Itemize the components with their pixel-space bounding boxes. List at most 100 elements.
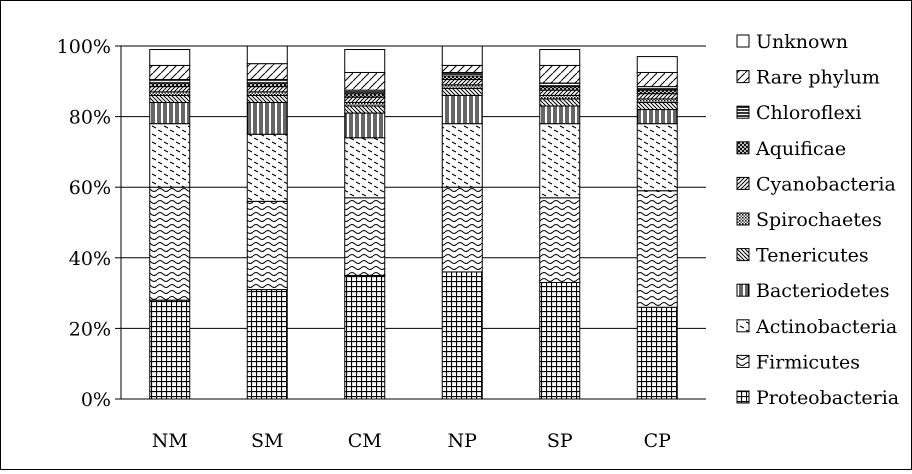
bar-segment-cm-spirochaetes: [344, 101, 386, 107]
bar-segment-cm-proteobacteria: [344, 274, 386, 400]
gridlines: [121, 45, 706, 329]
bar-segment-cm-cyanobacteria: [344, 96, 386, 103]
bar-segment-cm-firmicutes: [344, 197, 386, 276]
bar-segment-sm-cyanobacteria: [246, 86, 288, 93]
bar-segment-cp-unknown: [636, 56, 678, 73]
legend-label: Cyanobacteria: [756, 173, 896, 195]
legend-swatch: [736, 283, 750, 297]
legend-swatch: [736, 105, 750, 119]
legend: Unknown Rare phylum Chloroflexi Aquificae Cy…: [736, 31, 899, 409]
bar-segment-nm-chloroflexi: [149, 79, 191, 84]
legend-swatch: [736, 141, 750, 155]
bar-segment-sp-aquificae: [539, 86, 581, 91]
bar-segment-cp-bacteriodetes: [636, 109, 678, 125]
legend-label: Proteobacteria: [756, 387, 899, 409]
bar-segment-sp-proteobacteria: [539, 282, 581, 400]
legend-swatch: [736, 212, 750, 226]
legend-label: Bacteriodetes: [756, 280, 889, 302]
bar-segment-cp-firmicutes: [636, 190, 678, 308]
bar-segment-nm-aquificae: [149, 82, 191, 88]
x-tick-label: NP: [448, 430, 478, 452]
legend-swatch: [736, 248, 750, 262]
bar-segment-sm-proteobacteria: [246, 289, 288, 400]
y-tick-label: 80%: [69, 107, 111, 129]
legend-label: Tenericutes: [756, 245, 869, 267]
bar-segment-np-proteobacteria: [441, 271, 483, 400]
bar-segment-nm-actinobacteria: [149, 123, 191, 188]
legend-label: Chloroflexi: [756, 102, 862, 124]
bar-segment-nm-tenericutes: [149, 94, 191, 103]
bar-segment-sm-firmicutes: [246, 200, 288, 291]
bar-segment-cm-bacteriodetes: [344, 112, 386, 139]
bar-segment-sm-unknown: [246, 45, 288, 65]
bar-segment-np-cyanobacteria: [441, 79, 483, 86]
bar-segment-cp-tenericutes: [636, 101, 678, 111]
bar-segment-cm-actinobacteria: [344, 137, 386, 199]
bar-segment-np-unknown: [441, 45, 483, 66]
bar-segment-np-actinobacteria: [441, 123, 483, 188]
bar-segment-nm-spirochaetes: [149, 91, 191, 96]
bar-segment-sp-spirochaetes: [539, 94, 581, 100]
y-tick-label: 40%: [69, 248, 111, 270]
x-tick-label: CP: [644, 430, 672, 452]
x-tick-label: SM: [251, 430, 283, 452]
bar-segment-cp-proteobacteria: [636, 306, 678, 400]
y-tick-label: 100%: [57, 36, 111, 58]
legend-label: Unknown: [756, 31, 848, 53]
bar-segment-sp-tenericutes: [539, 98, 581, 107]
bars: [149, 45, 678, 400]
bar-segment-sm-bacteriodetes: [246, 101, 288, 135]
bar-segment-cp-rare-phylum: [636, 71, 678, 88]
legend-label: Firmicutes: [756, 351, 860, 373]
bar-segment-np-aquificae: [441, 75, 483, 81]
bar-segment-sp-rare-phylum: [539, 64, 581, 84]
legend-label: Aquificae: [755, 138, 846, 160]
bar-segment-cm-chloroflexi: [344, 89, 386, 95]
bar-segment-sp-firmicutes: [539, 197, 581, 284]
bar-segment-np-bacteriodetes: [441, 94, 483, 125]
bar-segment-cp-chloroflexi: [636, 86, 678, 91]
bar-segment-nm-firmicutes: [149, 186, 191, 301]
bar-segment-np-chloroflexi: [441, 71, 483, 77]
bar-segment-sp-cyanobacteria: [539, 89, 581, 96]
legend-swatch: [736, 390, 750, 404]
bar-segment-cm-aquificae: [344, 93, 386, 98]
bar-segment-nm-rare-phylum: [149, 64, 191, 81]
bar-segment-sp-unknown: [539, 49, 581, 66]
bar-segment-sp-bacteriodetes: [539, 105, 581, 125]
legend-swatch: [736, 70, 750, 84]
bar-segment-cm-rare-phylum: [344, 71, 386, 91]
bar-segment-sm-rare-phylum: [246, 63, 288, 81]
legend-label: Actinobacteria: [755, 316, 897, 338]
legend-swatch: [736, 176, 750, 190]
bar-segment-cp-actinobacteria: [636, 123, 678, 192]
bar-segment-sp-actinobacteria: [539, 123, 581, 199]
y-tick-label: 20%: [69, 318, 111, 340]
bar-segment-nm-cyanobacteria: [149, 86, 191, 93]
bar-segment-nm-proteobacteria: [149, 299, 191, 400]
bar-segment-np-tenericutes: [441, 87, 483, 96]
bar-segment-sm-tenericutes: [246, 94, 288, 103]
legend-swatch: [736, 34, 750, 48]
bar-segment-np-rare-phylum: [441, 64, 483, 73]
bar-segment-cm-tenericutes: [344, 105, 386, 114]
bar-segment-cp-aquificae: [636, 89, 678, 95]
bar-segment-sm-aquificae: [246, 82, 288, 88]
y-axis: 0% 20% 40% 60% 80% 100%: [57, 36, 706, 411]
legend-label: Rare phylum: [756, 67, 880, 89]
bar-segment-np-spirochaetes: [441, 84, 483, 89]
bar-segment-cp-cyanobacteria: [636, 93, 678, 100]
legend-label: Spirochaetes: [756, 209, 882, 231]
legend-swatch: [736, 319, 750, 333]
x-tick-label: NM: [152, 430, 188, 452]
bar-segment-sp-chloroflexi: [539, 82, 581, 88]
x-tick-label: SP: [547, 430, 573, 452]
x-axis-labels: NM SM CM NP SP CP: [152, 430, 671, 452]
bar-segment-sm-actinobacteria: [246, 133, 288, 202]
bar-segment-cm-unknown: [344, 49, 386, 73]
bar-segment-np-firmicutes: [441, 186, 483, 273]
bar-segment-sm-chloroflexi: [246, 79, 288, 84]
legend-swatch: [736, 354, 750, 368]
